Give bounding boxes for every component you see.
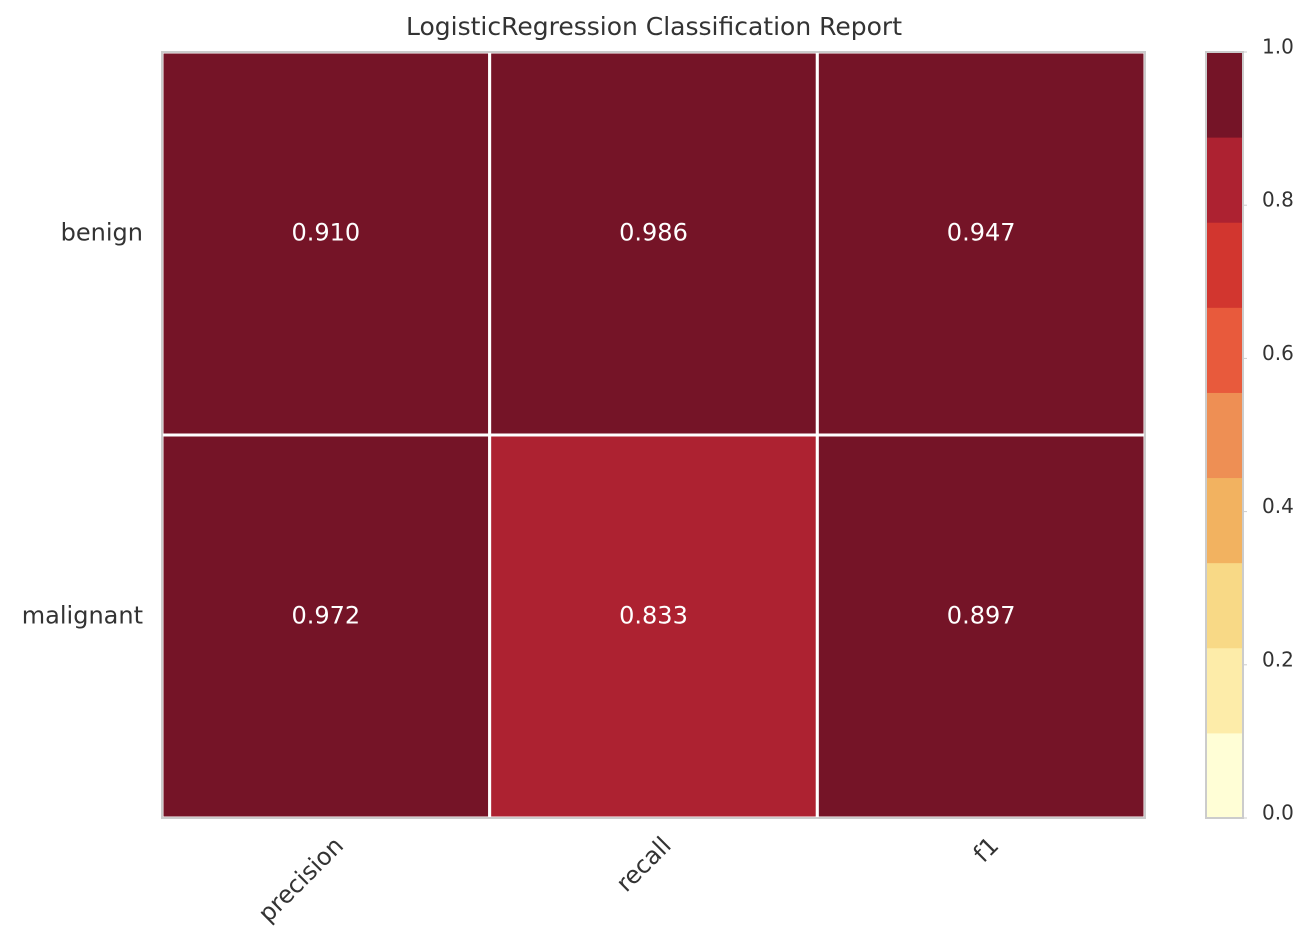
cell-value-label: 0.972	[291, 602, 360, 630]
heatmap-cell	[488, 50, 819, 437]
cell-value-label: 0.910	[291, 219, 360, 247]
x-tick-label: recall	[611, 831, 677, 897]
x-tick-label: precision	[253, 831, 349, 927]
colorbar-segment	[1206, 52, 1243, 138]
colorbar-tick-label: 0.2	[1262, 647, 1294, 671]
colorbar-segment	[1206, 137, 1243, 223]
cell-value-label: 0.986	[619, 219, 688, 247]
y-tick-label: malignant	[22, 602, 143, 630]
heatmap-cell	[815, 433, 1147, 820]
colorbar-segment	[1206, 392, 1243, 479]
plot-border	[161, 51, 1146, 819]
colorbar-border	[1205, 51, 1244, 819]
chart-title: LogisticRegression Classification Report	[406, 12, 902, 41]
colorbar-segment	[1206, 307, 1243, 393]
colorbar-tick-label: 0.6	[1262, 341, 1294, 365]
colorbar-segment	[1206, 562, 1243, 649]
colorbar-segment	[1206, 647, 1243, 734]
colorbar-segment	[1206, 732, 1243, 819]
y-tick-label: benign	[61, 219, 143, 247]
heatmap-cell	[160, 433, 492, 820]
cell-value-label: 0.897	[947, 602, 1016, 630]
colorbar-segment	[1206, 222, 1243, 308]
x-tick-label: f1	[968, 831, 1005, 868]
heatmap-cell	[488, 433, 819, 820]
colorbar-segment	[1206, 477, 1243, 564]
colorbar-tick-label: 0.8	[1262, 188, 1294, 212]
cell-value-label: 0.833	[619, 602, 688, 630]
colorbar-tick-label: 1.0	[1262, 35, 1294, 59]
colorbar-tick-label: 0.4	[1262, 494, 1294, 518]
cell-value-label: 0.947	[947, 219, 1016, 247]
heatmap-cell	[160, 50, 492, 437]
colorbar-tick-label: 0.0	[1262, 801, 1294, 825]
